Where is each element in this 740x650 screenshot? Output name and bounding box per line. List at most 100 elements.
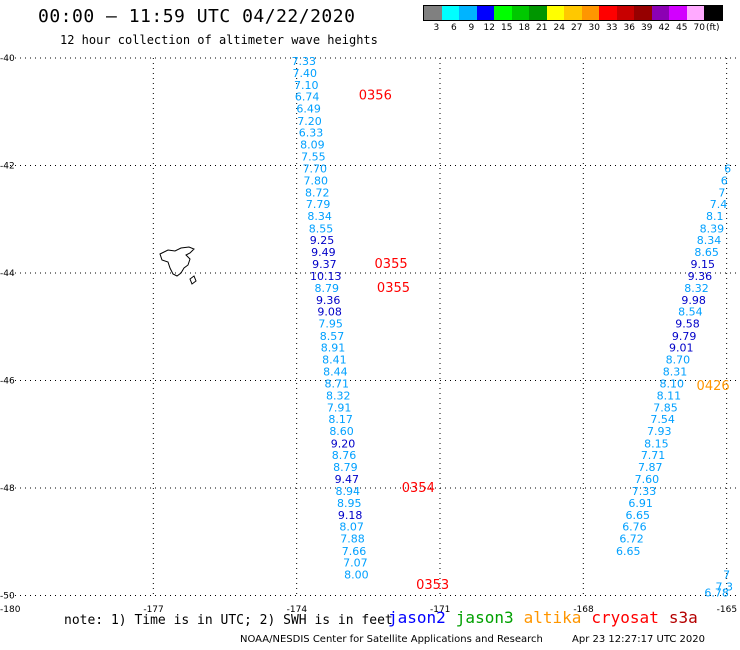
- latitude-label: -40: [0, 54, 15, 64]
- satellite-jason3: jason3: [455, 608, 514, 627]
- legend-label: 70: [693, 23, 705, 33]
- legend-label: 15: [501, 23, 513, 33]
- axis-labels: -180 -177 -174 -171 -168 -165 -40 -42 -44 -46 -48 -…: [0, 54, 737, 615]
- wave-height-value: 9.98: [681, 294, 706, 307]
- legend-label: 3: [433, 23, 440, 33]
- wave-height-value: 8.34: [307, 210, 332, 223]
- wave-height-value: 7: [718, 186, 725, 199]
- wave-height-value: 8.71: [325, 378, 350, 391]
- legend-swatch: [599, 6, 617, 20]
- wave-height-value: 8.57: [320, 330, 345, 343]
- wave-height-value: 8.76: [332, 449, 357, 462]
- wave-height-value: 8.54: [678, 306, 703, 319]
- legend-label: 42: [658, 23, 670, 33]
- wave-height-value: 8.32: [326, 390, 351, 403]
- legend-swatch: [564, 6, 582, 20]
- wave-height-value: 7.88: [340, 533, 365, 546]
- satellite-legend: jason2 jason3 altika cryosat s3a: [388, 608, 708, 627]
- altimeter-tracks: 7.337.407.106.746.497.206.338.097.557.70…: [292, 55, 733, 599]
- legend-label: 24: [553, 23, 565, 33]
- wave-height-value: 7.07: [343, 557, 368, 570]
- wave-height-value: 8.91: [321, 342, 346, 355]
- satellite-cryosat: cryosat: [591, 608, 659, 627]
- wave-height-value: 6.74: [295, 91, 320, 104]
- pass-time-label: 0353: [416, 578, 449, 593]
- wave-height-value: 6.76: [622, 521, 647, 534]
- wave-height-value: 7.20: [297, 115, 322, 128]
- wave-height-value: 8.55: [309, 222, 334, 235]
- wave-height-value: 8.60: [329, 425, 354, 438]
- wave-height-value: 9.01: [669, 342, 694, 355]
- wave-height-value: 9.08: [317, 306, 342, 319]
- wave-height-value: 7.10: [294, 79, 319, 92]
- wave-height-value: 6.33: [299, 127, 324, 140]
- wave-height-value: 8.44: [323, 365, 348, 378]
- wave-height-value: 6.49: [296, 103, 321, 116]
- latitude-label: -50: [0, 592, 15, 602]
- legend-swatch: [669, 6, 687, 20]
- longitude-label: -177: [143, 605, 163, 615]
- color-legend: 3 6 9 12 15 18 21 24 27 30 33 36 39 42 45 70 (ft): [423, 5, 723, 33]
- credit-text: NOAA/NESDIS Center for Satellite Applica…: [240, 634, 543, 645]
- wave-height-value: 7.66: [342, 545, 367, 558]
- legend-label: 6: [451, 23, 457, 33]
- wave-height-value: 6.91: [628, 497, 653, 510]
- wave-height-value: 9.36: [688, 270, 713, 283]
- latitude-label: -42: [0, 162, 15, 172]
- wave-height-value: 7.93: [647, 425, 672, 438]
- units-note: note: 1) Time is in UTC; 2) SWH is in fe…: [64, 613, 393, 628]
- legend-swatch: [651, 6, 669, 20]
- longitude-label: -174: [287, 605, 308, 615]
- wave-height-value: 7.60: [635, 473, 660, 486]
- legend-swatch: [686, 6, 704, 20]
- wave-height-value: 8.1: [706, 210, 724, 223]
- legend-swatch: [459, 6, 477, 20]
- wave-height-value: 6.65: [626, 509, 651, 522]
- wave-height-value: 9.18: [338, 509, 363, 522]
- wave-height-value: 8.07: [339, 521, 364, 534]
- legend-color-bar: [423, 5, 723, 21]
- legend-label: 12: [483, 23, 495, 33]
- wave-height-value: 6: [724, 163, 731, 176]
- wave-height-value: 9.49: [311, 246, 336, 259]
- wave-height-value: 9.15: [691, 258, 716, 271]
- wave-height-value: 8.10: [659, 378, 684, 391]
- wave-height-value: 8.70: [666, 354, 691, 367]
- legend-label: 33: [606, 23, 618, 33]
- latitude-label: -46: [0, 377, 15, 387]
- pass-time-label: 0354: [402, 481, 435, 496]
- wave-height-value: 7.3: [716, 580, 734, 593]
- wave-height-value: 8.65: [694, 246, 719, 259]
- wave-height-value: 7.55: [301, 150, 326, 163]
- island-outline: [159, 246, 197, 285]
- wave-height-value: 6.72: [619, 533, 644, 546]
- wave-height-value: 8.32: [684, 282, 709, 295]
- longitude-label: -165: [717, 605, 737, 615]
- legend-label: 21: [536, 23, 548, 33]
- wave-height-value: 7.4: [710, 198, 728, 211]
- wave-height-value: 7.33: [292, 55, 317, 68]
- map-title: 00:00 — 11:59 UTC 04/22/2020: [38, 6, 356, 27]
- satellite-s3a: s3a: [668, 608, 698, 627]
- wave-height-value: 8.79: [333, 461, 358, 474]
- wave-height-value: 8.17: [328, 413, 353, 426]
- legend-label: 9: [468, 23, 475, 33]
- wave-height-value: 9.20: [331, 437, 356, 450]
- wave-height-value: 8.41: [322, 354, 347, 367]
- wave-height-value: 7.87: [638, 461, 663, 474]
- pass-time-label: 0355: [375, 257, 408, 272]
- wave-height-value: 8.72: [305, 186, 330, 199]
- wave-height-value: 8.31: [663, 365, 688, 378]
- pass-time-label: 0355: [377, 281, 410, 296]
- legend-swatch: [546, 6, 564, 20]
- legend-swatch: [441, 6, 459, 20]
- wave-height-value: 6.78: [704, 586, 729, 599]
- satellite-jason2: jason2: [388, 608, 446, 627]
- wave-height-value: 8.94: [336, 485, 361, 498]
- wave-height-value: 8.11: [657, 390, 682, 403]
- wave-height-value: 9.25: [310, 234, 335, 247]
- wave-height-value: 7.33: [632, 485, 657, 498]
- legend-swatch: [494, 6, 512, 20]
- legend-label: 45: [676, 23, 688, 33]
